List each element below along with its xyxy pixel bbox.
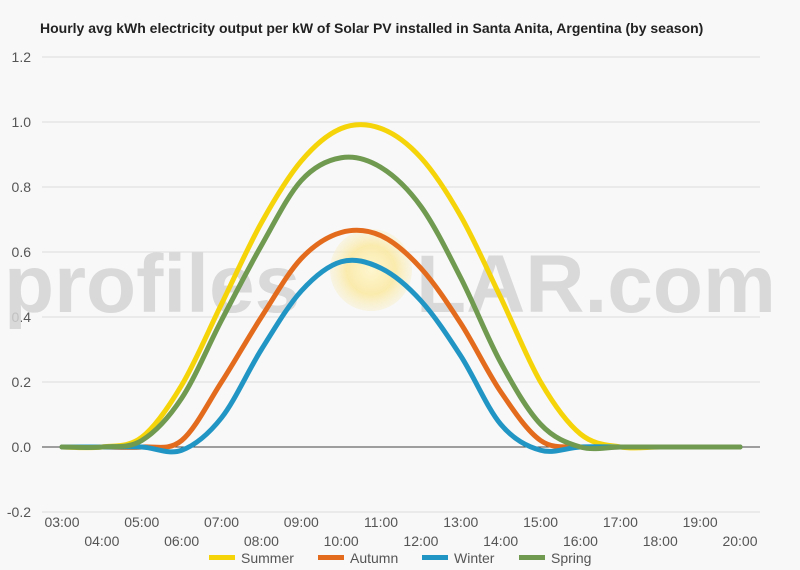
x-tick-label: 08:00 bbox=[244, 533, 279, 549]
x-tick-label: 18:00 bbox=[643, 533, 678, 549]
series-line-spring bbox=[59, 154, 743, 452]
chart-title: Hourly avg kWh electricity output per kW… bbox=[40, 20, 703, 36]
watermark: profiles LAR.com bbox=[4, 229, 776, 330]
y-tick-label: 0.0 bbox=[12, 439, 32, 455]
legend-item-autumn: Autumn bbox=[318, 550, 398, 566]
y-tick-label: 0.2 bbox=[12, 374, 32, 390]
x-tick-label: 16:00 bbox=[563, 533, 598, 549]
legend-item-summer: Summer bbox=[209, 550, 294, 566]
legend-label: Summer bbox=[241, 550, 294, 566]
x-tick-label: 19:00 bbox=[683, 514, 718, 530]
legend-swatch bbox=[209, 555, 235, 560]
x-tick-label: 20:00 bbox=[722, 533, 757, 549]
x-tick-label: 04:00 bbox=[84, 533, 119, 549]
legend-label: Winter bbox=[454, 550, 495, 566]
gridlines bbox=[42, 56, 760, 513]
sun-logo-icon bbox=[330, 229, 412, 311]
x-tick-label: 05:00 bbox=[124, 514, 159, 530]
legend-swatch bbox=[422, 555, 448, 560]
x-tick-label: 07:00 bbox=[204, 514, 239, 530]
x-tick-label: 14:00 bbox=[483, 533, 518, 549]
legend-label: Spring bbox=[551, 550, 591, 566]
x-tick-label: 03:00 bbox=[44, 514, 79, 530]
y-tick-label: -0.2 bbox=[7, 504, 31, 520]
watermark-text-left: profiles bbox=[4, 239, 300, 330]
legend-swatch bbox=[318, 555, 344, 560]
x-tick-label: 10:00 bbox=[324, 533, 359, 549]
legend-item-spring: Spring bbox=[519, 550, 591, 566]
y-tick-label: 0.4 bbox=[12, 309, 32, 325]
y-tick-label: 0.6 bbox=[12, 244, 32, 260]
x-tick-label: 11:00 bbox=[364, 514, 398, 530]
series-lines bbox=[59, 122, 743, 455]
y-axis-ticks: -0.2 0.0 0.2 0.4 0.6 0.8 1.0 1.2 bbox=[7, 49, 31, 520]
x-tick-label: 06:00 bbox=[164, 533, 199, 549]
x-axis-ticks: 03:00 04:00 05:00 06:00 07:00 08:00 09:00 10:00… bbox=[44, 514, 757, 549]
legend-item-winter: Winter bbox=[422, 550, 495, 566]
legend-label: Autumn bbox=[350, 550, 398, 566]
watermark-text-right: LAR.com bbox=[416, 239, 776, 330]
x-tick-label: 17:00 bbox=[603, 514, 638, 530]
legend: Summer Autumn Winter Spring bbox=[209, 550, 591, 566]
x-tick-label: 09:00 bbox=[284, 514, 319, 530]
x-tick-label: 13:00 bbox=[443, 514, 478, 530]
legend-swatch bbox=[519, 555, 545, 560]
y-tick-label: 0.8 bbox=[12, 179, 32, 195]
y-tick-label: 1.2 bbox=[12, 49, 32, 65]
x-tick-label: 15:00 bbox=[523, 514, 558, 530]
x-tick-label: 12:00 bbox=[403, 533, 438, 549]
y-tick-label: 1.0 bbox=[12, 114, 32, 130]
